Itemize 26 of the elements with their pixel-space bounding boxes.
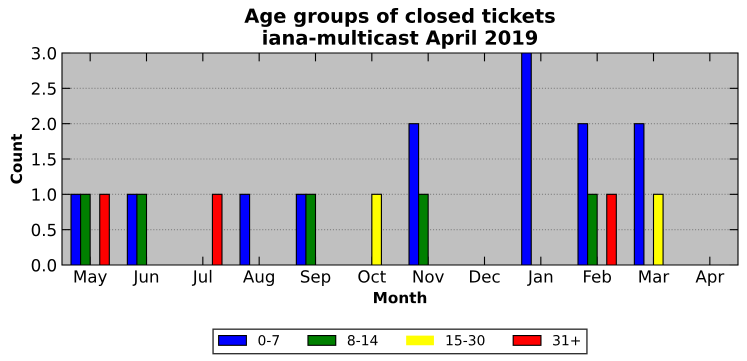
x-axis-title: Month	[374, 292, 426, 304]
y-tick-label: 0.5	[32, 224, 56, 236]
legend-label: 15-30	[446, 334, 484, 346]
x-tick-label: Nov	[414, 270, 444, 283]
legend-label: 31+	[553, 334, 580, 346]
x-tick-label: Oct	[358, 270, 386, 283]
legend-label: 0-7	[258, 334, 280, 346]
y-tick-label: 2.5	[32, 82, 56, 95]
y-tick-label: 0.0	[32, 258, 56, 272]
x-tick-label: Mar	[639, 270, 670, 283]
x-tick-label: Jul	[192, 270, 212, 286]
y-tick-label: 3.0	[32, 46, 56, 60]
chart-title: Age groups of closed tickets iana-multicast April 2019	[244, 8, 555, 49]
x-tick-label: Jan	[527, 270, 552, 286]
x-tick-label: May	[74, 270, 107, 286]
x-tick-label: Dec	[470, 270, 500, 283]
legend-label: 8-14	[348, 334, 378, 346]
y-tick-label: 1.0	[32, 188, 56, 201]
y-tick-label: 2.0	[32, 118, 56, 130]
x-tick-label: Jun	[132, 270, 158, 286]
x-tick-label: Feb	[584, 270, 612, 283]
y-tick-label: 1.5	[32, 153, 56, 166]
x-tick-label: Apr	[696, 270, 724, 286]
x-tick-label: Aug	[243, 270, 274, 286]
x-tick-label: Sep	[300, 270, 330, 286]
y-axis-title: Count	[10, 134, 22, 184]
